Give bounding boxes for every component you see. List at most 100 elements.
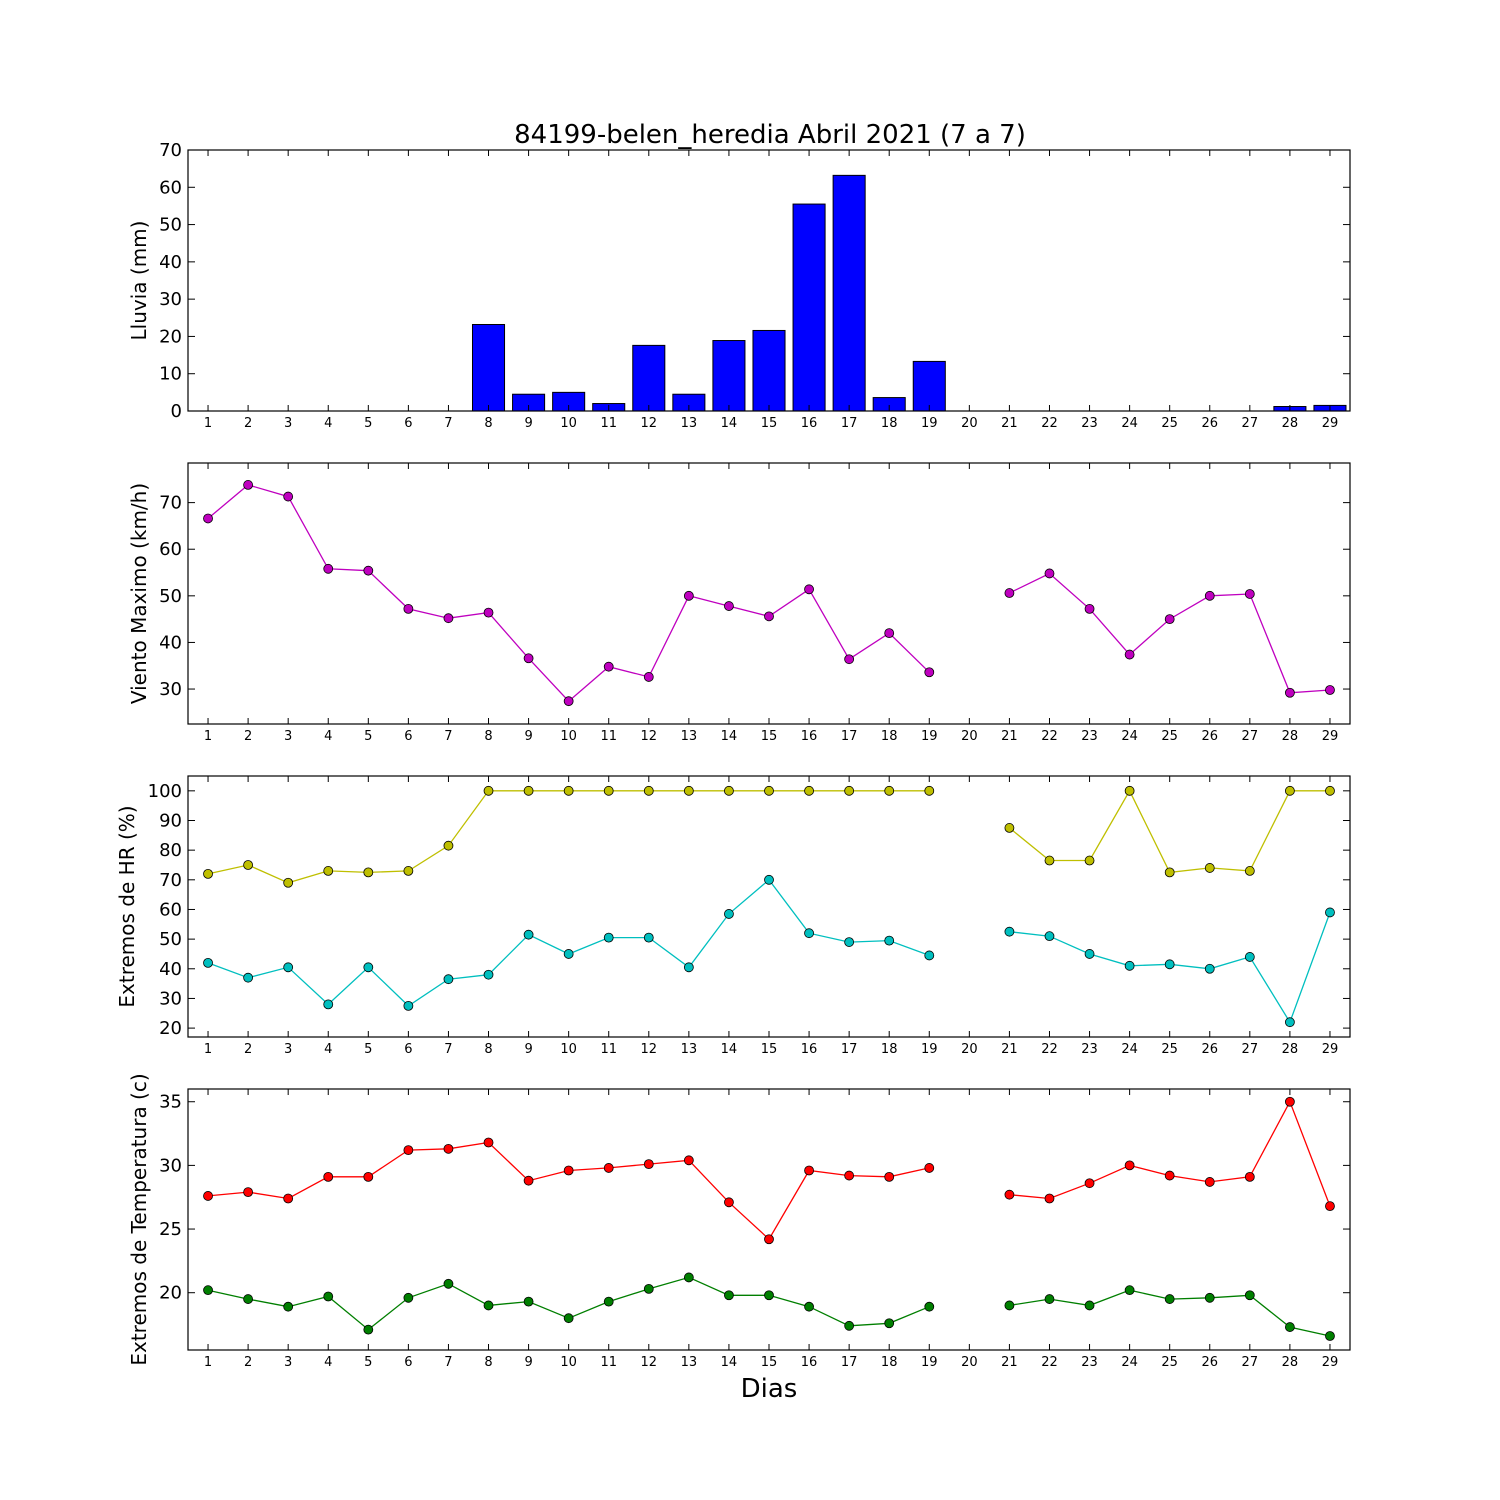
wind-xtick-label: 1 (204, 729, 212, 744)
humidity-series-2-point (1204, 963, 1215, 974)
wind-series-1-point (1204, 590, 1215, 601)
temperature-xtick-label: 5 (364, 1355, 372, 1370)
rain-xtick-label: 5 (364, 416, 372, 431)
temperature-ytick-label: 20 (159, 1283, 182, 1304)
humidity-xtick-label: 12 (641, 1042, 658, 1057)
temperature-xtick-label: 18 (881, 1355, 898, 1370)
humidity-series-1-point (403, 866, 414, 876)
rain-xtick-label: 8 (484, 416, 492, 431)
wind-xtick-label: 29 (1322, 729, 1339, 744)
humidity-xtick-label: 7 (444, 1042, 452, 1057)
humidity-series-1-point (924, 785, 935, 796)
rain-xtick-label: 24 (1121, 416, 1138, 431)
humidity-xtick-label: 24 (1121, 1042, 1138, 1057)
temperature-series-2-point (1124, 1285, 1135, 1296)
humidity-series-2-point (804, 928, 814, 939)
humidity-ytick-label: 80 (159, 840, 182, 861)
wind-series-1-line (207, 484, 930, 703)
temperature-series-1-point (724, 1197, 734, 1208)
wind-xtick-label: 12 (641, 729, 658, 744)
humidity-series-2-point (443, 974, 454, 985)
wind-series-1-point (804, 584, 814, 595)
wind-series-1-point (1004, 588, 1015, 598)
temperature-ytick-label: 25 (159, 1219, 182, 1240)
humidity-xtick-label: 29 (1322, 1042, 1339, 1057)
humidity-series-2-point (1325, 907, 1335, 918)
temperature-series-1-point (884, 1171, 895, 1182)
wind-series-1-point (283, 491, 294, 502)
rain-bar (912, 360, 946, 412)
humidity-series-2-point (403, 1000, 414, 1011)
humidity-series-1-point (603, 785, 614, 796)
humidity-series-2-point (1284, 1017, 1295, 1028)
humidity-series-1-point (203, 868, 213, 879)
rain-xtick-label: 21 (1001, 416, 1018, 431)
rain-xtick-label: 18 (881, 416, 898, 431)
wind-xtick-label: 7 (444, 729, 452, 744)
humidity-series-2-point (683, 962, 694, 973)
temperature-series-2-point (724, 1290, 734, 1301)
temperature-series-2-point (884, 1318, 895, 1329)
wind-series-1-point (683, 590, 694, 601)
wind-ytick-label: 70 (159, 493, 182, 514)
humidity-xtick-label: 25 (1161, 1042, 1178, 1057)
wind-series-1-point (563, 696, 574, 707)
rain-bar (792, 203, 826, 412)
humidity-y-axis-label: Extremos de HR (%) (115, 805, 139, 1007)
temperature-series-2-point (643, 1283, 654, 1294)
humidity-xtick-label: 2 (244, 1042, 252, 1057)
temperature-series-1-point (1164, 1170, 1175, 1181)
temperature-xtick-label: 7 (444, 1355, 452, 1370)
x-axis-label: Dias (741, 1374, 798, 1404)
temperature-xtick-label: 16 (801, 1355, 818, 1370)
humidity-xtick-label: 4 (324, 1042, 332, 1057)
temperature-series-2-point (603, 1296, 614, 1307)
humidity-series-2-point (203, 957, 213, 968)
wind-xtick-label: 2 (244, 729, 252, 744)
rain-xtick-label: 13 (681, 416, 698, 431)
temperature-series-2-point (683, 1272, 694, 1283)
humidity-series-1-point (724, 785, 734, 796)
humidity-series-2-point (523, 929, 534, 940)
humidity-ytick-label: 90 (159, 810, 182, 831)
wind-series-1-point (884, 628, 895, 639)
wind-axes-frame (187, 462, 1351, 725)
temperature-xtick-label: 24 (1121, 1355, 1138, 1370)
temperature-xtick-label: 1 (204, 1355, 212, 1370)
temperature-series-1-point (523, 1175, 534, 1186)
wind-series-1-point (243, 480, 254, 490)
humidity-ytick-label: 40 (159, 959, 182, 980)
wind-xtick-label: 24 (1121, 729, 1138, 744)
temperature-series-1-point (363, 1171, 374, 1182)
humidity-ytick-label: 70 (159, 870, 182, 891)
humidity-series-1-point (884, 785, 895, 796)
rain-xtick-label: 7 (444, 416, 452, 431)
humidity-ytick-label: 60 (159, 899, 182, 920)
rain-ytick-label: 10 (159, 364, 182, 385)
humidity-series-1-line (1008, 789, 1330, 874)
temperature-series-1-point (804, 1165, 814, 1176)
temperature-series-2-point (844, 1320, 855, 1331)
temperature-series-2-point (243, 1294, 254, 1304)
humidity-series-2-point (764, 874, 774, 885)
temperature-xtick-label: 10 (560, 1355, 577, 1370)
wind-series-1-point (1244, 589, 1255, 599)
humidity-series-1-point (1204, 863, 1215, 873)
wind-series-1-point (844, 654, 855, 665)
temperature-xtick-label: 9 (524, 1355, 532, 1370)
wind-xtick-label: 6 (404, 729, 412, 744)
rain-ytick-label: 60 (159, 177, 182, 198)
humidity-series-1-point (1325, 785, 1335, 796)
rain-xtick-label: 20 (961, 416, 978, 431)
temperature-xtick-label: 2 (244, 1355, 252, 1370)
humidity-xtick-label: 22 (1041, 1042, 1058, 1057)
rain-xtick-label: 16 (801, 416, 818, 431)
temperature-xtick-label: 22 (1041, 1355, 1058, 1370)
humidity-series-2-point (924, 950, 935, 961)
wind-xtick-label: 20 (961, 729, 978, 744)
temperature-series-1-point (764, 1234, 774, 1245)
temperature-series-1-point (643, 1159, 654, 1170)
rain-ytick-label: 20 (159, 326, 182, 347)
rain-xtick-label: 14 (721, 416, 738, 431)
rain-xtick-label: 2 (244, 416, 252, 431)
